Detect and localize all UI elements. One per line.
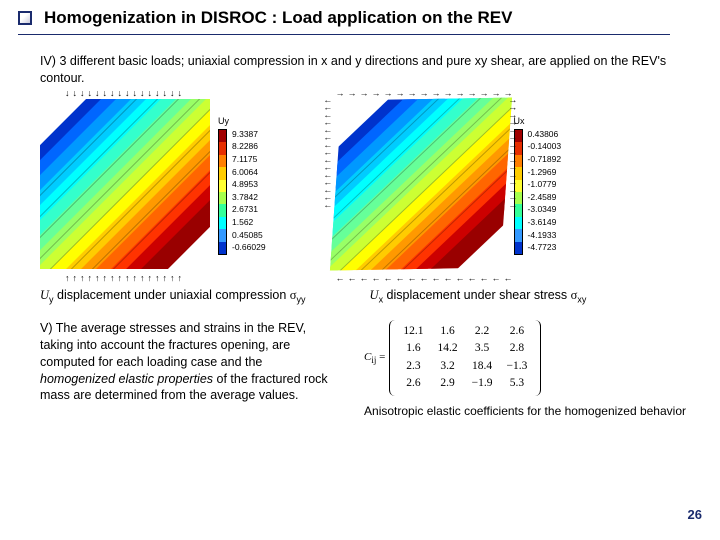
matrix-cell: 3.2: [430, 358, 464, 376]
matrix-cell: 18.4: [465, 358, 500, 376]
heatmap-right: [329, 97, 511, 270]
legend-value: -1.2969: [528, 166, 562, 179]
title-bullet: [18, 11, 32, 25]
matrix-cell: 2.6: [396, 375, 430, 393]
matrix-cell: 5.3: [499, 375, 534, 393]
matrix-cell: 2.2: [465, 323, 500, 341]
legend-value: -3.0349: [528, 203, 562, 216]
matrix-cell: −1.3: [499, 358, 534, 376]
legend-label: Uy: [218, 115, 229, 127]
arrows-bottom-icon: ←←←←←←←←←←←←←←←: [336, 274, 506, 283]
legend-value: -0.66029: [232, 241, 266, 254]
paragraph-v: V) The average stresses and strains in t…: [40, 320, 340, 404]
matrix-cell: 1.6: [430, 323, 464, 341]
arrows-right-icon: ↑↑↑↑↑↑↑↑↑↑↑↑↑↑↑: [509, 99, 518, 269]
page-title: Homogenization in DISROC : Load applicat…: [44, 8, 512, 28]
matrix-caption: Anisotropic elastic coefficients for the…: [364, 404, 686, 420]
arrows-top-icon: ↓↓↓↓↓↓↓↓↓↓↓↓↓↓↓↓: [40, 89, 210, 98]
matrix-cell: 3.5: [465, 340, 500, 358]
figure-left: ↓↓↓↓↓↓↓↓↓↓↓↓↓↓↓↓ ↑↑↑↑↑↑↑↑↑↑↑↑↑↑↑↑ Uy 9.3…: [40, 99, 306, 306]
arrows-bottom-icon: ↑↑↑↑↑↑↑↑↑↑↑↑↑↑↑↑: [40, 274, 210, 283]
legend-value: 6.0064: [232, 166, 266, 179]
matrix-cell: 2.6: [499, 323, 534, 341]
legend-value: -4.1933: [528, 229, 562, 242]
legend-value: -1.0779: [528, 178, 562, 191]
figure-right: →→→→→→→→→→→→→→→ ↓↓↓↓↓↓↓↓↓↓↓↓↓↓↓ ↑↑↑↑↑↑↑↑…: [336, 99, 587, 306]
matrix-cell: 2.9: [430, 375, 464, 393]
caption-left: Uy displacement under uniaxial compressi…: [40, 287, 306, 306]
paragraph-iv: IV) 3 different basic loads; uniaxial co…: [40, 53, 686, 87]
legend-value: -3.6149: [528, 216, 562, 229]
matrix-cell: 14.2: [430, 340, 464, 358]
legend-value: -2.4589: [528, 191, 562, 204]
legend-value: -4.7723: [528, 241, 562, 254]
legend-value: 0.43806: [528, 128, 562, 141]
caption-right: Ux displacement under shear stress σxy: [370, 287, 587, 306]
legend-value: -0.71892: [528, 153, 562, 166]
heatmap-left: [40, 99, 210, 269]
matrix-block: Cij = 12.11.62.22.61.614.23.52.82.33.218…: [364, 320, 686, 420]
legend-value: 7.1175: [232, 153, 266, 166]
matrix-cell: 2.3: [396, 358, 430, 376]
legend-value: 0.45085: [232, 229, 266, 242]
legend-value: 1.562: [232, 216, 266, 229]
legend-left: Uy 9.33878.22867.11756.00644.89533.78422…: [218, 99, 266, 255]
legend-value: 3.7842: [232, 191, 266, 204]
arrows-top-icon: →→→→→→→→→→→→→→→: [336, 89, 506, 98]
legend-right: Ux 0.43806-0.14003-0.71892-1.2969-1.0779…: [514, 99, 562, 255]
legend-value: 9.3387: [232, 128, 266, 141]
matrix-cell: −1.9: [465, 375, 500, 393]
matrix-cell: 1.6: [396, 340, 430, 358]
matrix-cell: 12.1: [396, 323, 430, 341]
legend-value: 4.8953: [232, 178, 266, 191]
page-number: 26: [688, 507, 702, 522]
legend-value: 8.2286: [232, 140, 266, 153]
matrix-cell: 2.8: [499, 340, 534, 358]
legend-value: 2.6731: [232, 203, 266, 216]
legend-value: -0.14003: [528, 140, 562, 153]
